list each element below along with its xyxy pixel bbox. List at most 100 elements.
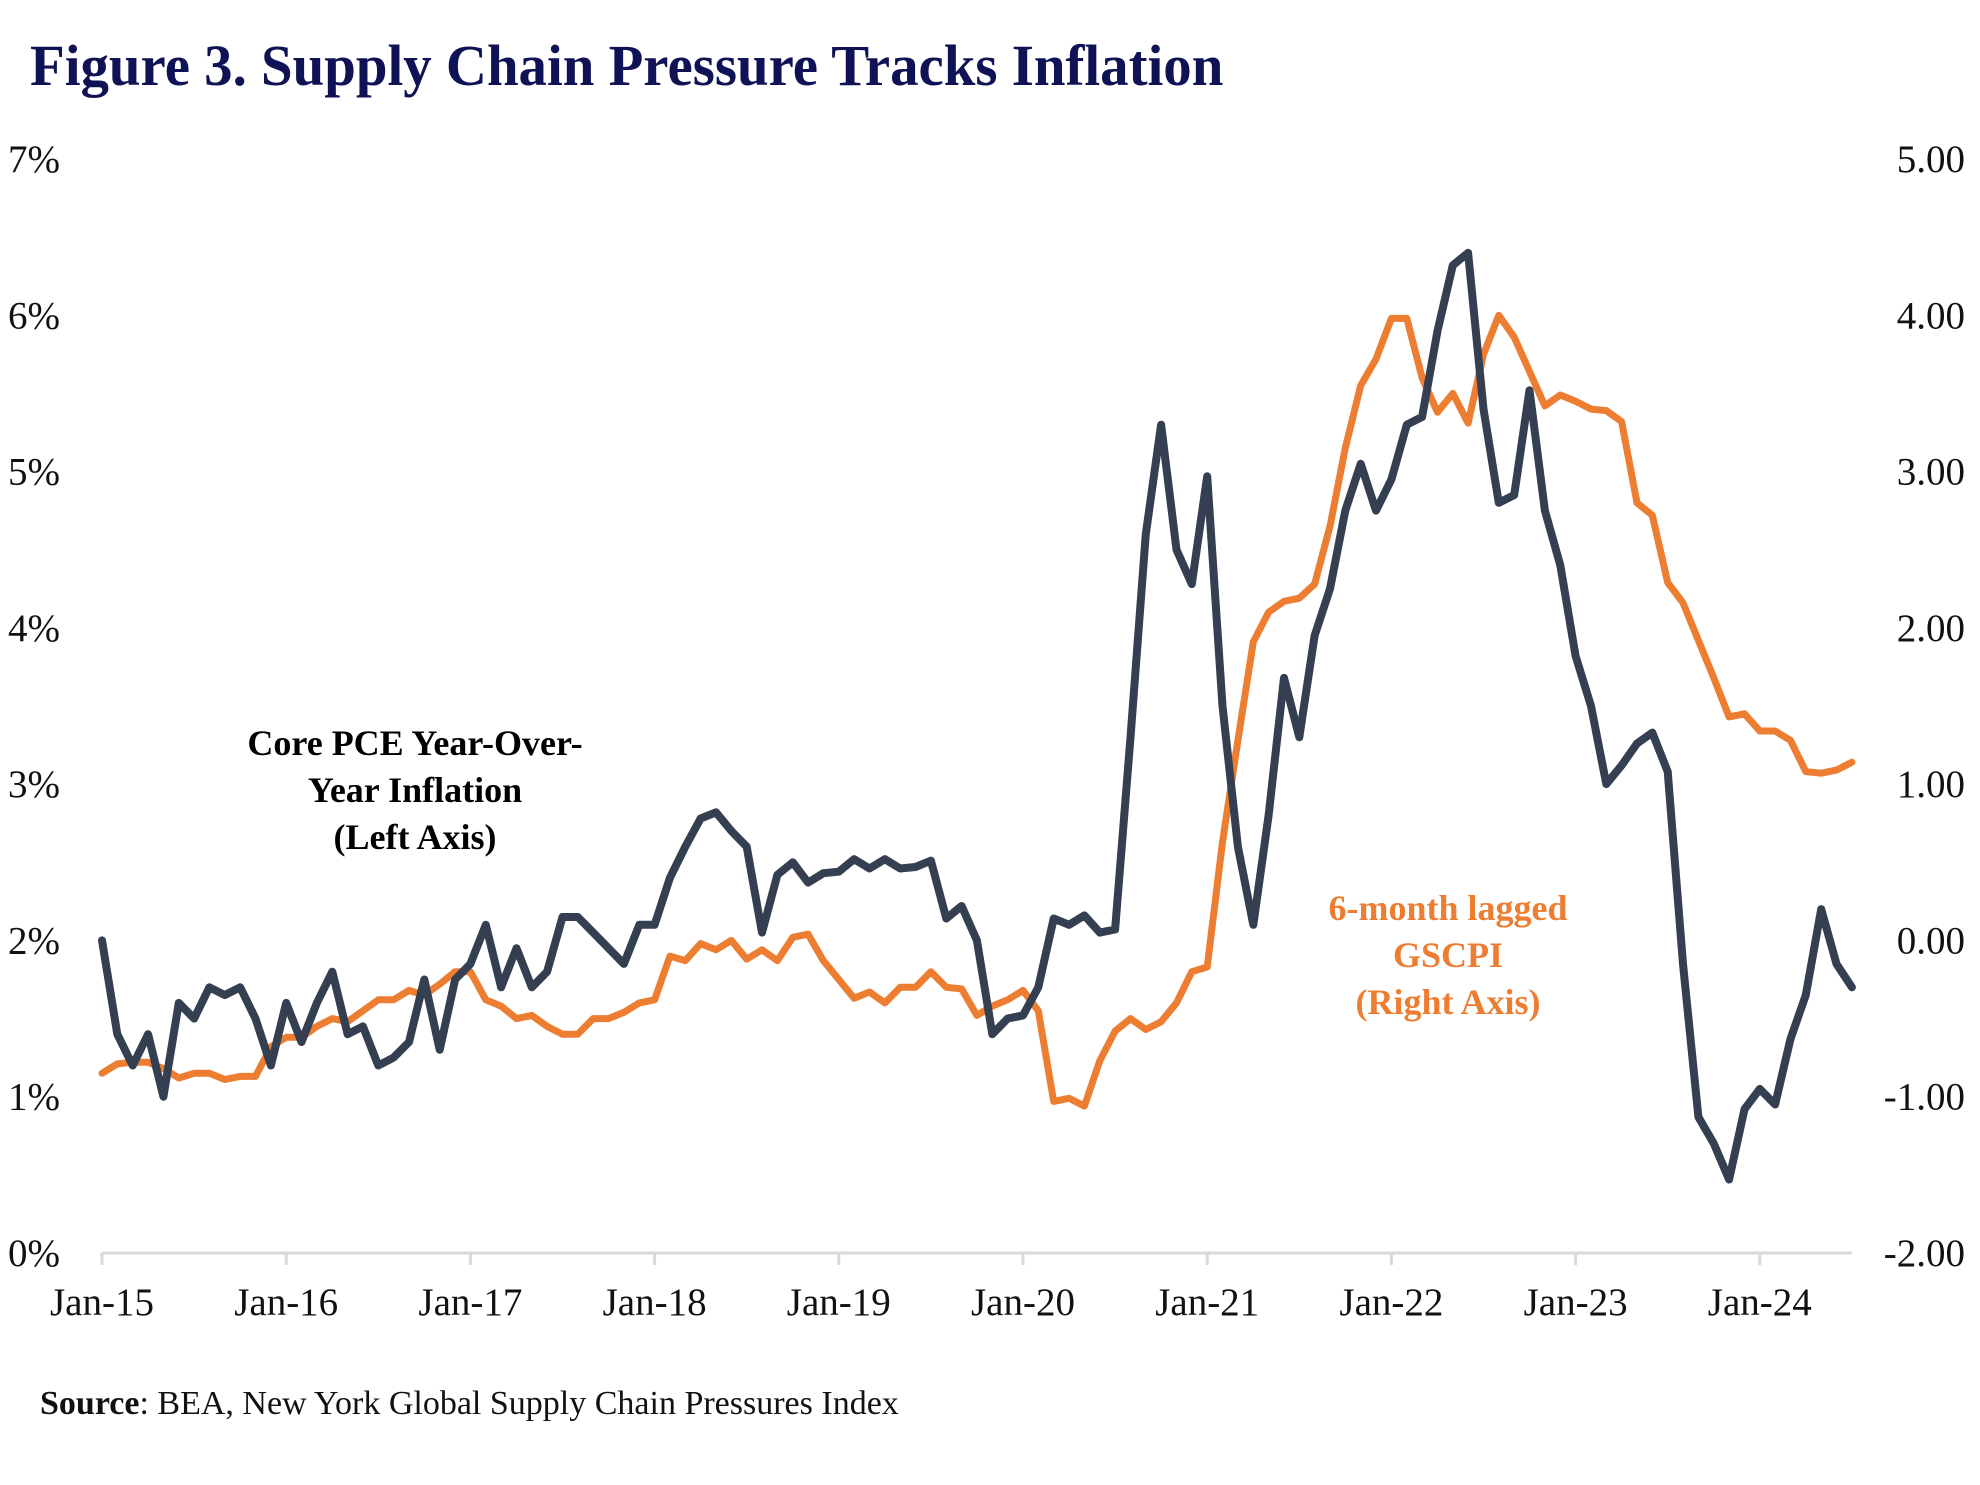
data-point-gscpi <box>392 998 396 1002</box>
data-point-gscpi <box>361 1009 365 1013</box>
data-point-gscpi <box>1313 582 1317 586</box>
data-point-core_pce <box>622 962 626 966</box>
data-point-core_pce <box>1727 1178 1731 1182</box>
data-point-core_pce <box>1236 845 1240 849</box>
data-point-gscpi <box>1359 384 1363 388</box>
data-point-gscpi <box>1451 391 1455 395</box>
data-point-gscpi <box>1512 335 1516 339</box>
data-point-gscpi <box>1466 421 1470 425</box>
data-point-core_pce <box>929 859 933 863</box>
data-point-gscpi <box>407 988 411 992</box>
data-point-gscpi <box>223 1078 227 1082</box>
data-point-core_pce <box>300 1040 304 1044</box>
data-point-gscpi <box>821 959 825 963</box>
data-point-core_pce <box>499 985 503 989</box>
annotation-core_pce: Core PCE Year-Over- <box>247 723 582 763</box>
annotation-gscpi: 6-month lagged <box>1328 888 1567 928</box>
data-point-gscpi <box>607 1017 611 1021</box>
data-point-gscpi <box>1543 404 1547 408</box>
data-point-core_pce <box>821 871 825 875</box>
x-tick-label: Jan-18 <box>603 1281 707 1324</box>
data-point-core_pce <box>1743 1107 1747 1111</box>
data-point-gscpi <box>944 985 948 989</box>
data-point-gscpi <box>1159 1020 1163 1024</box>
data-point-core_pce <box>1343 509 1347 513</box>
data-point-core_pce <box>1190 582 1194 586</box>
data-point-core_pce <box>1129 735 1133 739</box>
y-left-tick-label: 3% <box>8 763 60 806</box>
data-point-core_pce <box>1359 462 1363 466</box>
data-point-gscpi <box>1144 1028 1148 1032</box>
data-point-core_pce <box>1497 501 1501 505</box>
data-point-core_pce <box>1543 509 1547 513</box>
data-point-core_pce <box>1604 782 1608 786</box>
data-point-gscpi <box>1574 399 1578 403</box>
data-point-core_pce <box>1159 423 1163 427</box>
data-point-core_pce <box>1712 1142 1716 1146</box>
data-point-gscpi <box>653 998 657 1002</box>
data-point-gscpi <box>1374 357 1378 361</box>
annotation-core_pce: Year Inflation <box>308 770 522 810</box>
data-point-core_pce <box>1389 477 1393 481</box>
data-point-core_pce <box>530 985 534 989</box>
data-point-core_pce <box>1297 735 1301 739</box>
data-point-gscpi <box>561 1032 565 1036</box>
y-right-tick-label: 1.00 <box>1897 763 1965 806</box>
data-point-core_pce <box>1696 1115 1700 1119</box>
data-point-gscpi <box>1835 768 1839 772</box>
data-point-gscpi <box>1205 965 1209 969</box>
data-point-core_pce <box>361 1024 365 1028</box>
data-point-core_pce <box>515 946 519 950</box>
data-point-gscpi <box>1036 1009 1040 1013</box>
data-point-core_pce <box>1635 742 1639 746</box>
data-point-gscpi <box>1696 638 1700 642</box>
data-point-core_pce <box>806 881 810 885</box>
data-point-core_pce <box>561 915 565 919</box>
y-left-tick-label: 5% <box>8 451 60 494</box>
data-point-core_pce <box>1405 423 1409 427</box>
data-point-gscpi <box>1082 1104 1086 1108</box>
data-point-gscpi <box>1850 760 1854 764</box>
y-right-tick-label: -1.00 <box>1884 1076 1965 1119</box>
data-point-gscpi <box>484 998 488 1002</box>
data-point-gscpi <box>914 985 918 989</box>
data-point-core_pce <box>1420 415 1424 419</box>
data-point-core_pce <box>576 915 580 919</box>
data-point-gscpi <box>729 938 733 942</box>
data-point-gscpi <box>1436 410 1440 414</box>
data-point-core_pce <box>1205 474 1209 478</box>
data-point-gscpi <box>1098 1059 1102 1063</box>
x-tick-label: Jan-19 <box>787 1281 891 1324</box>
data-point-core_pce <box>990 1032 994 1036</box>
data-point-gscpi <box>1558 393 1562 397</box>
data-point-gscpi <box>1743 712 1747 716</box>
data-point-gscpi <box>622 1010 626 1014</box>
data-point-core_pce <box>791 860 795 864</box>
y-right-tick-label: 3.00 <box>1897 451 1965 494</box>
data-point-gscpi <box>1635 501 1639 505</box>
data-point-core_pce <box>1021 1013 1025 1017</box>
source-text: : BEA, New York Global Supply Chain Pres… <box>139 1385 899 1422</box>
data-point-core_pce <box>1835 962 1839 966</box>
data-point-core_pce <box>269 1064 273 1068</box>
data-point-gscpi <box>775 959 779 963</box>
data-point-gscpi <box>1251 640 1255 644</box>
data-point-gscpi <box>1589 407 1593 411</box>
y-left-tick-label: 0% <box>8 1232 60 1275</box>
x-tick-label: Jan-20 <box>971 1281 1075 1324</box>
data-point-gscpi <box>1727 715 1731 719</box>
data-point-gscpi <box>852 996 856 1000</box>
data-point-core_pce <box>1620 763 1624 767</box>
data-point-core_pce <box>852 857 856 861</box>
data-point-gscpi <box>699 942 703 946</box>
data-point-core_pce <box>1067 923 1071 927</box>
y-right-tick-label: 4.00 <box>1897 294 1965 337</box>
data-point-gscpi <box>192 1071 196 1075</box>
data-point-core_pce <box>1850 985 1854 989</box>
y-right-tick-label: 0.00 <box>1897 919 1965 962</box>
data-point-core_pce <box>146 1032 150 1036</box>
data-point-core_pce <box>1512 493 1516 497</box>
x-tick-label: Jan-23 <box>1524 1281 1628 1324</box>
data-point-gscpi <box>100 1071 104 1075</box>
data-point-gscpi <box>806 932 810 936</box>
